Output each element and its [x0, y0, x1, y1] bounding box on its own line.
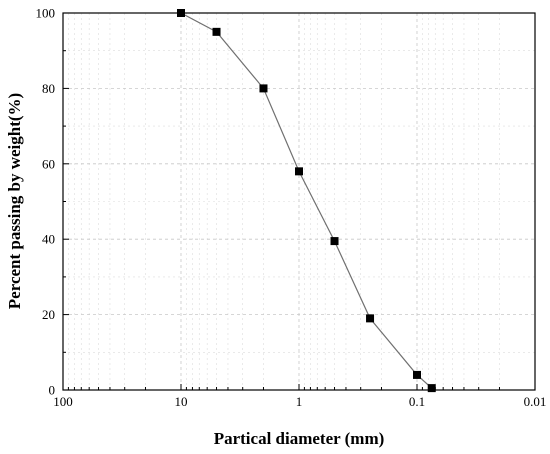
data-point	[330, 237, 339, 246]
y-tick-label: 60	[42, 156, 55, 171]
x-tick-label: 0.01	[524, 394, 547, 409]
y-tick-labels: 0 20 40 60 80 100	[36, 6, 56, 398]
series-line	[180, 12, 433, 389]
y-axis-title: Percent passing by weight(%)	[5, 93, 24, 309]
y-tick-label: 40	[42, 232, 55, 247]
x-tick-label: 1	[296, 394, 303, 409]
data-point	[212, 27, 221, 36]
data-point	[177, 9, 185, 17]
y-tick-label: 80	[42, 81, 55, 96]
data-point	[366, 314, 375, 323]
y-tick-label: 0	[49, 383, 56, 398]
y-tick-label: 100	[36, 6, 56, 21]
data-point	[427, 384, 436, 393]
x-tick-label: 10	[175, 394, 188, 409]
axis-ticks	[62, 12, 536, 391]
data-point	[259, 84, 268, 93]
data-point	[413, 370, 421, 379]
data-point	[295, 167, 303, 176]
series-passing	[177, 9, 436, 393]
y-tick-label: 20	[42, 307, 55, 322]
x-tick-label: 100	[53, 394, 73, 409]
grid-lines	[62, 12, 536, 391]
x-axis-title: Partical diameter (mm)	[214, 429, 385, 448]
x-tick-labels: 100 10 1 0.1 0.01	[53, 394, 546, 409]
x-tick-label: 0.1	[409, 394, 425, 409]
